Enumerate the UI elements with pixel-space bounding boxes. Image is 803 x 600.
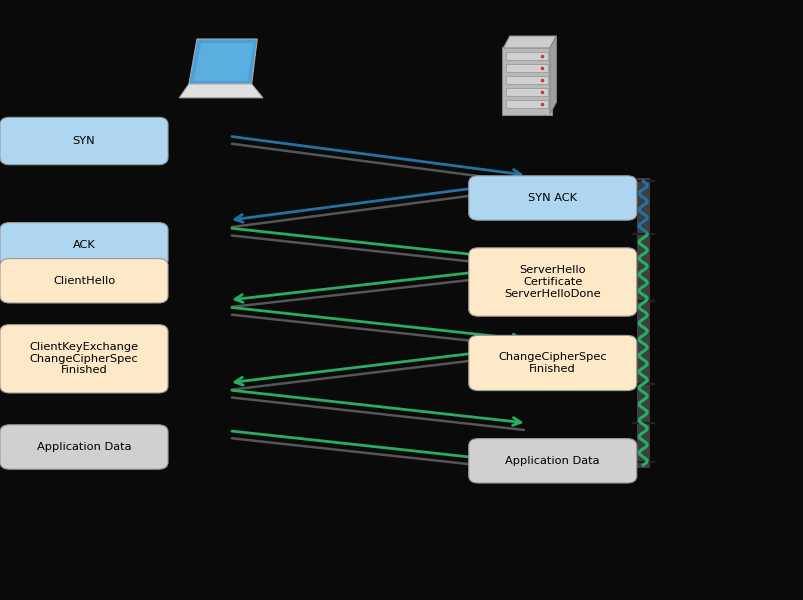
FancyBboxPatch shape bbox=[0, 325, 168, 393]
Text: ClientKeyExchange
ChangeCipherSpec
Finished: ClientKeyExchange ChangeCipherSpec Finis… bbox=[30, 342, 138, 376]
Bar bbox=[505, 100, 547, 108]
FancyBboxPatch shape bbox=[501, 47, 551, 115]
Text: Application Data: Application Data bbox=[505, 456, 599, 466]
Text: ACK: ACK bbox=[72, 240, 96, 250]
Polygon shape bbox=[503, 36, 556, 48]
FancyBboxPatch shape bbox=[468, 335, 636, 391]
Polygon shape bbox=[189, 39, 257, 84]
Text: SYN: SYN bbox=[72, 136, 96, 146]
Text: SYN ACK: SYN ACK bbox=[528, 193, 577, 203]
Text: ChangeCipherSpec
Finished: ChangeCipherSpec Finished bbox=[498, 352, 606, 374]
FancyBboxPatch shape bbox=[468, 248, 636, 316]
Text: Application Data: Application Data bbox=[37, 442, 131, 452]
Text: ServerHello
Certificate
ServerHelloDone: ServerHello Certificate ServerHelloDone bbox=[503, 265, 601, 299]
Polygon shape bbox=[194, 43, 253, 81]
Polygon shape bbox=[179, 84, 263, 98]
FancyBboxPatch shape bbox=[0, 259, 168, 303]
Polygon shape bbox=[549, 36, 556, 114]
FancyBboxPatch shape bbox=[468, 439, 636, 483]
FancyBboxPatch shape bbox=[0, 223, 168, 267]
Bar bbox=[505, 76, 547, 84]
FancyBboxPatch shape bbox=[0, 425, 168, 469]
Bar bbox=[505, 88, 547, 96]
Bar bbox=[636, 178, 649, 468]
FancyBboxPatch shape bbox=[0, 118, 168, 164]
Bar bbox=[505, 52, 547, 60]
FancyBboxPatch shape bbox=[468, 176, 636, 220]
Bar bbox=[505, 64, 547, 72]
Text: ClientHello: ClientHello bbox=[53, 276, 115, 286]
